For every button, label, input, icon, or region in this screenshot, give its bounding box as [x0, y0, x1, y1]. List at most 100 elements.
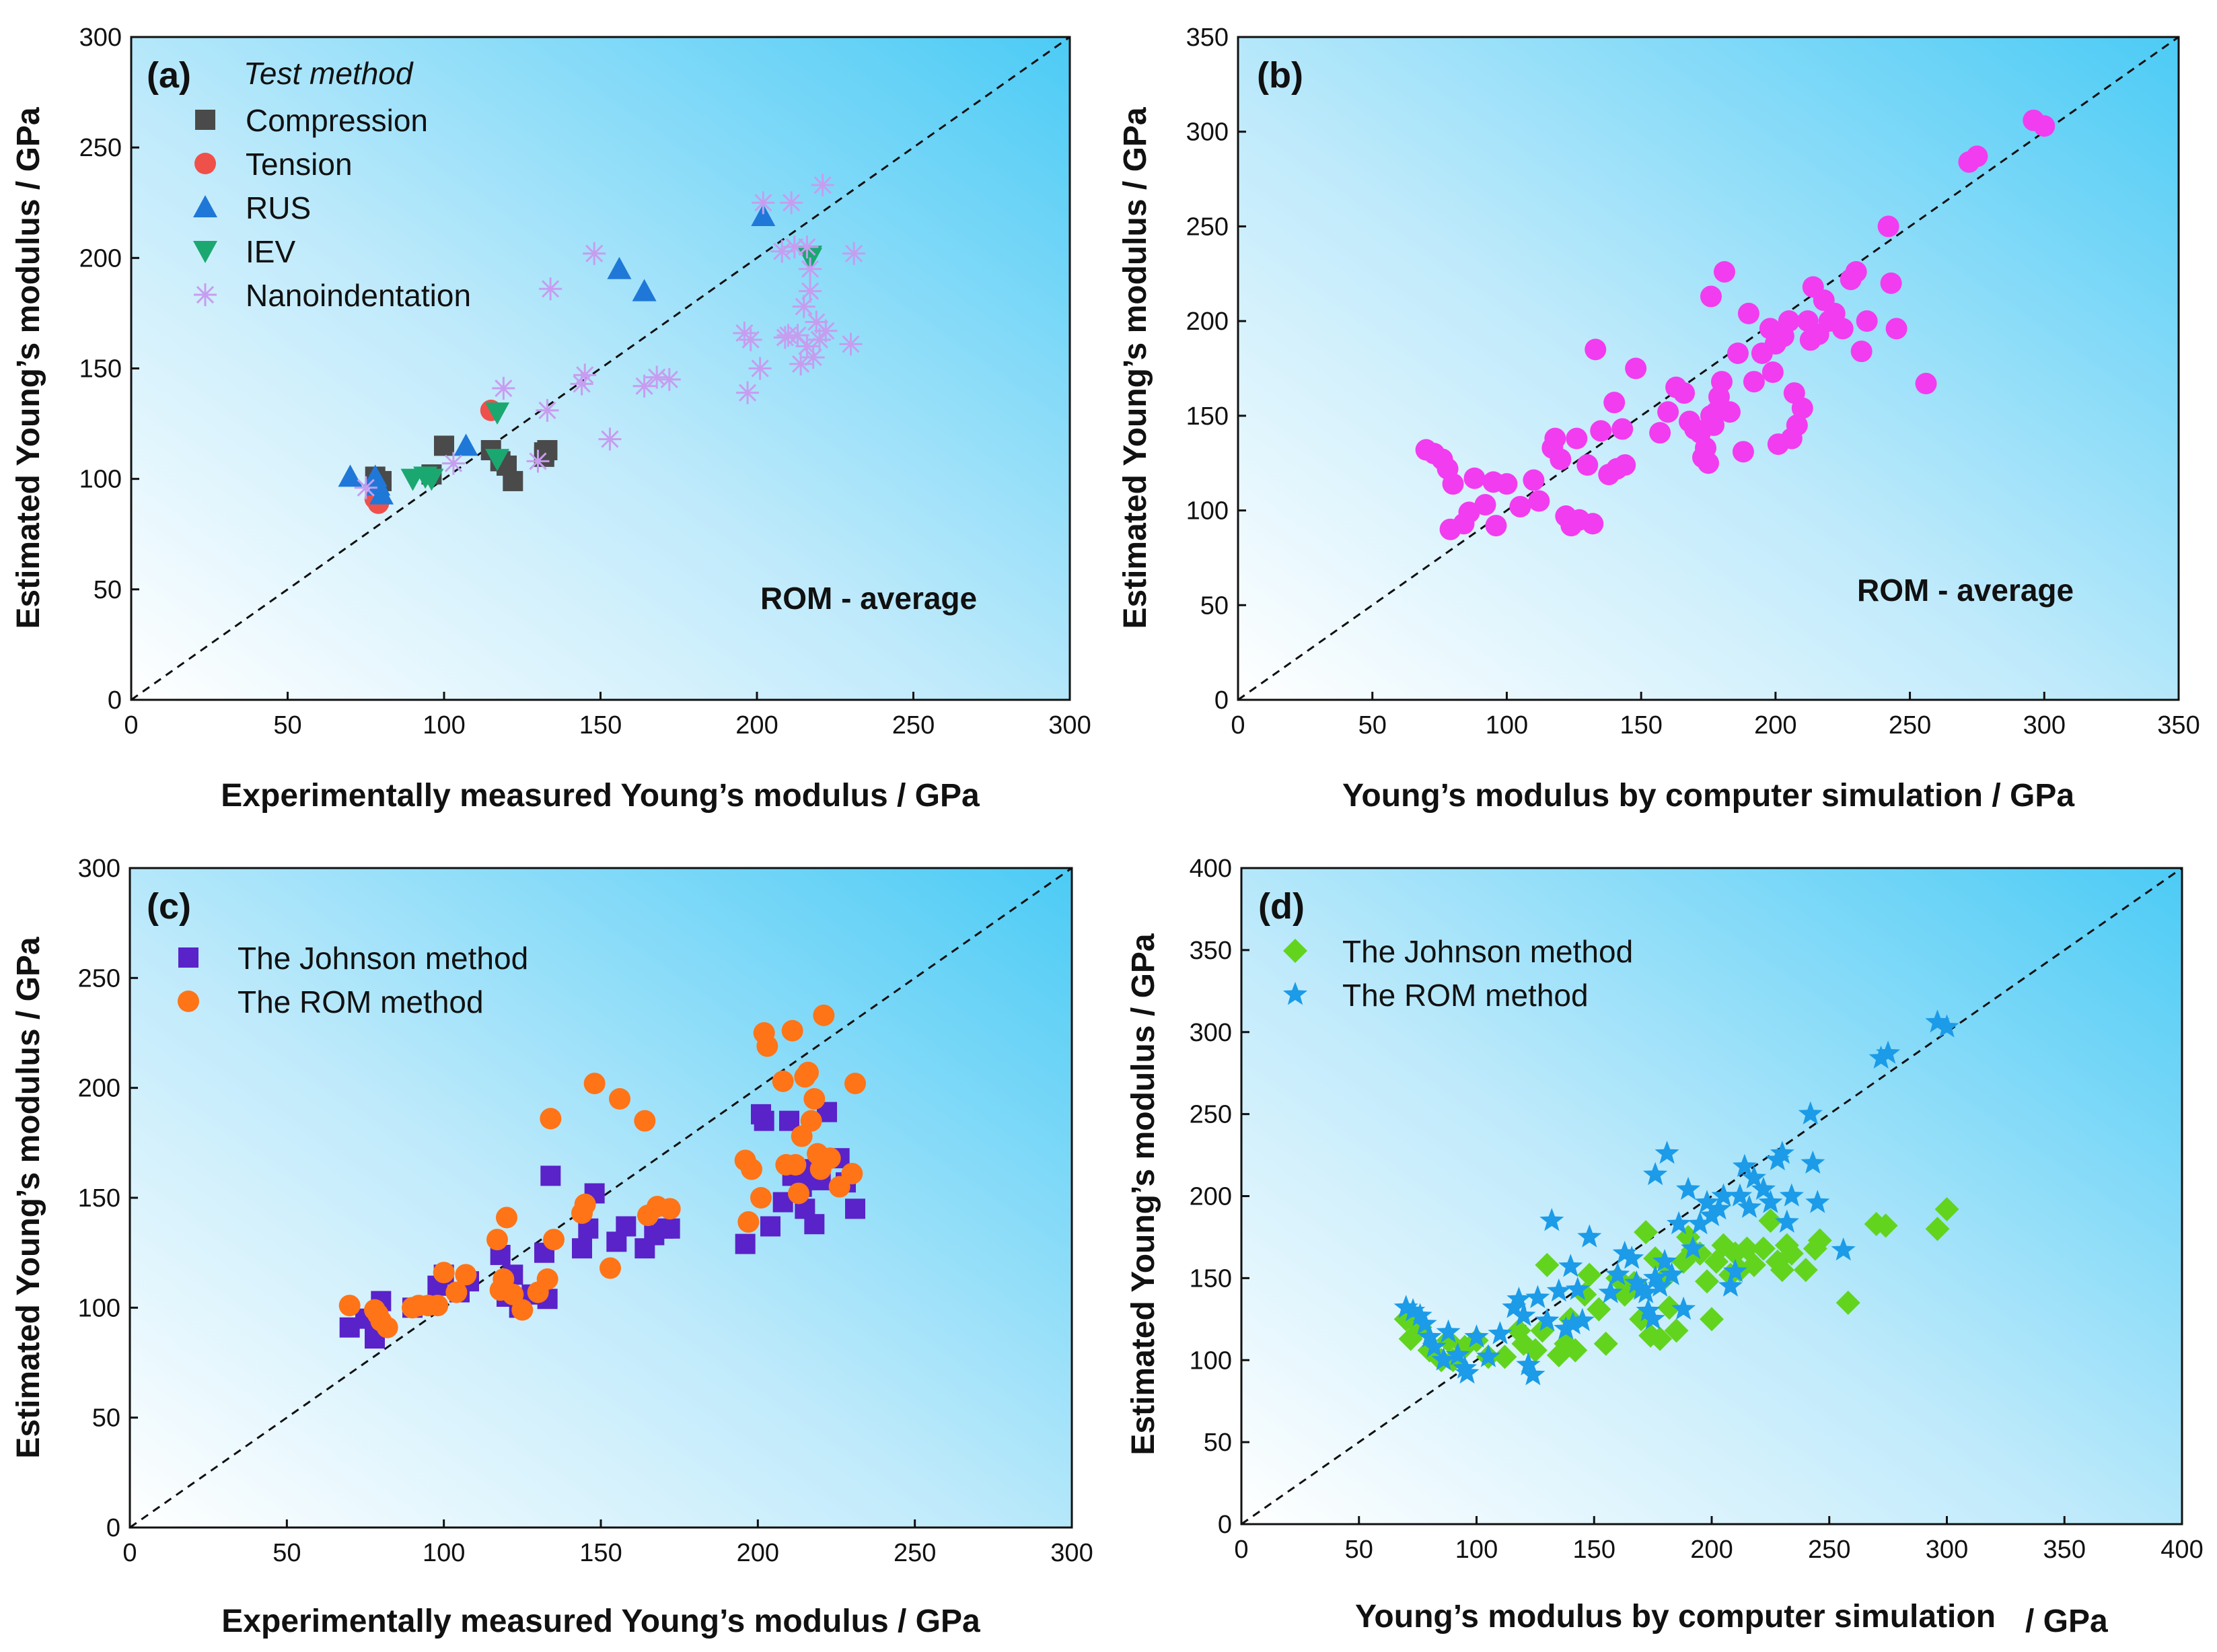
data-point-the-rom-method-12: [1476, 1344, 1500, 1367]
data-point-the-rom-method-15: [496, 1207, 517, 1229]
data-point-the-rom-method-63: [1774, 1209, 1799, 1233]
data-point-the-rom-method-35: [1634, 1280, 1659, 1303]
data-point-nanoindentation-16: [748, 357, 772, 380]
legend-label: The ROM method: [238, 984, 484, 1019]
panel-a: 0 50 100 150 200 250 300 0 50 100 150 200 250 300 (a)…: [11, 24, 1091, 814]
legend-marker-the-rom-method: [1282, 982, 1308, 1005]
x-tick-label: 200: [1754, 711, 1796, 740]
legend-marker-iev: [193, 241, 217, 263]
data-point-the-rom-method-41: [1652, 1249, 1677, 1272]
data-point-rom-average-9: [1474, 494, 1496, 516]
data-point-rom-average-81: [1915, 373, 1937, 395]
data-point-the-rom-method-50: [1699, 1202, 1724, 1227]
data-point-the-rom-method-24: [583, 1073, 606, 1095]
y-tick-label: 200: [1190, 1183, 1232, 1211]
data-point-the-johnson-method-10: [1492, 1344, 1517, 1369]
data-point-nanoindentation-7: [573, 363, 597, 387]
data-point-rom-average-11: [1485, 515, 1507, 537]
y-tick-label: 0: [1218, 1511, 1232, 1539]
x-tick-label: 50: [1358, 711, 1387, 740]
data-point-the-rom-method-32: [737, 1211, 760, 1233]
data-point-the-johnson-method-48: [1751, 1236, 1776, 1261]
data-point-the-rom-method-28: [1577, 1224, 1602, 1248]
legend-marker-the-johnson-method: [178, 947, 198, 968]
x-tick-label: 300: [1048, 711, 1091, 740]
data-point-the-rom-method-0: [1393, 1295, 1418, 1318]
data-point-rom-average-80: [1885, 318, 1907, 340]
data-point-the-rom-method-68: [1831, 1237, 1856, 1261]
data-point-nanoindentation-21: [780, 191, 803, 215]
data-point-the-rom-method-20: [540, 1108, 562, 1130]
ticks-b: 0 50 100 150 200 250 300 350 0 50 100 150 200 250 300 3…: [1186, 24, 2200, 740]
y-tick-label: 250: [79, 134, 122, 162]
data-point-the-rom-method-12: [486, 1229, 508, 1251]
annotation-a: ROM - average: [760, 581, 977, 616]
y-tick-label: 250: [78, 964, 120, 993]
data-point-the-rom-method-13: [1488, 1321, 1513, 1344]
y-tick-label: 50: [1200, 591, 1229, 620]
data-point-the-rom-method-19: [1525, 1285, 1550, 1308]
x-tick-label: 0: [1231, 711, 1245, 740]
data-point-the-rom-method-55: [1727, 1183, 1752, 1207]
data-point-the-johnson-method-47: [1741, 1252, 1766, 1277]
data-point-rom-average-65: [1791, 397, 1813, 419]
data-point-the-rom-method-10: [1455, 1360, 1480, 1384]
y-tick-label: 150: [78, 1184, 120, 1213]
data-point-compression-10: [537, 439, 558, 460]
data-point-the-rom-method-23: [1554, 1316, 1578, 1340]
data-point-the-rom-method-21: [1539, 1208, 1564, 1231]
x-tick-label: 0: [1234, 1536, 1248, 1564]
data-point-the-rom-method-69: [1868, 1045, 1893, 1069]
data-point-the-rom-method-33: [1624, 1270, 1649, 1294]
data-point-rom-average-52: [1732, 441, 1754, 463]
data-point-the-rom-method-34: [1629, 1277, 1654, 1300]
data-point-the-rom-method-29: [1598, 1280, 1623, 1303]
x-tick-label: 200: [737, 1539, 779, 1567]
data-point-the-johnson-method-49: [1758, 1209, 1783, 1233]
y-axis-title-d: Estimated Young’s modulus / GPa: [1126, 933, 1161, 1456]
data-point-the-johnson-method-22: [1587, 1297, 1611, 1322]
data-point-nanoindentation-3: [526, 450, 550, 473]
data-point-the-rom-method-10: [445, 1281, 468, 1303]
legend-label: Nanoindentation: [246, 278, 471, 313]
data-point-the-rom-method-34: [750, 1187, 772, 1209]
data-point-rom-average-57: [1761, 361, 1784, 384]
x-axis-title-a: Experimentally measured Young’s modulus …: [221, 778, 980, 814]
data-point-the-rom-method-52: [841, 1163, 863, 1185]
data-point-rom-average-26: [1590, 420, 1612, 442]
data-point-the-rom-method-37: [772, 1070, 794, 1092]
x-tick-label: 0: [124, 711, 138, 740]
x-tick-label: 300: [1926, 1536, 1968, 1564]
data-point-rom-average-23: [1576, 454, 1599, 476]
y-tick-label: 300: [1186, 118, 1229, 147]
data-point-the-rom-method-46: [803, 1088, 826, 1110]
data-point-the-rom-method-4: [376, 1316, 398, 1338]
data-point-rom-average-18: [1550, 448, 1572, 470]
data-point-the-johnson-method-21: [1577, 1262, 1602, 1287]
data-point-rom-average-7: [1458, 501, 1480, 524]
data-point-the-johnson-method-25: [659, 1218, 680, 1239]
data-point-rom-average-79: [1880, 272, 1902, 294]
data-point-rom-average-21: [1566, 427, 1588, 450]
x-tick-label: 250: [894, 1539, 936, 1567]
data-point-nanoindentation-10: [632, 374, 656, 398]
data-point-the-rom-method-45: [800, 1110, 822, 1132]
data-point-the-rom-method-40: [785, 1154, 807, 1176]
data-point-the-rom-method-30: [1605, 1262, 1630, 1285]
data-point-rom-average-75: [1845, 260, 1867, 283]
data-point-the-rom-method-11: [1464, 1324, 1489, 1348]
data-point-rus-3: [369, 482, 394, 505]
y-tick-label: 100: [1190, 1346, 1232, 1375]
data-point-the-rom-method-3: [1412, 1311, 1437, 1334]
annotation-b: ROM - average: [1857, 573, 2074, 608]
data-point-the-rom-method-7: [1436, 1319, 1461, 1343]
data-point-compression-3: [434, 435, 454, 456]
data-point-nanoindentation-4: [536, 398, 559, 422]
data-point-the-rom-method-43: [1659, 1262, 1684, 1285]
data-point-the-rom-method-65: [1798, 1101, 1823, 1124]
data-point-rom-average-73: [1831, 318, 1854, 340]
data-point-the-rom-method-37: [1640, 1306, 1665, 1330]
plot-area-b: [1237, 36, 2180, 701]
marks-d: [1241, 867, 2183, 1525]
data-point-the-johnson-method-36: [804, 1214, 825, 1235]
